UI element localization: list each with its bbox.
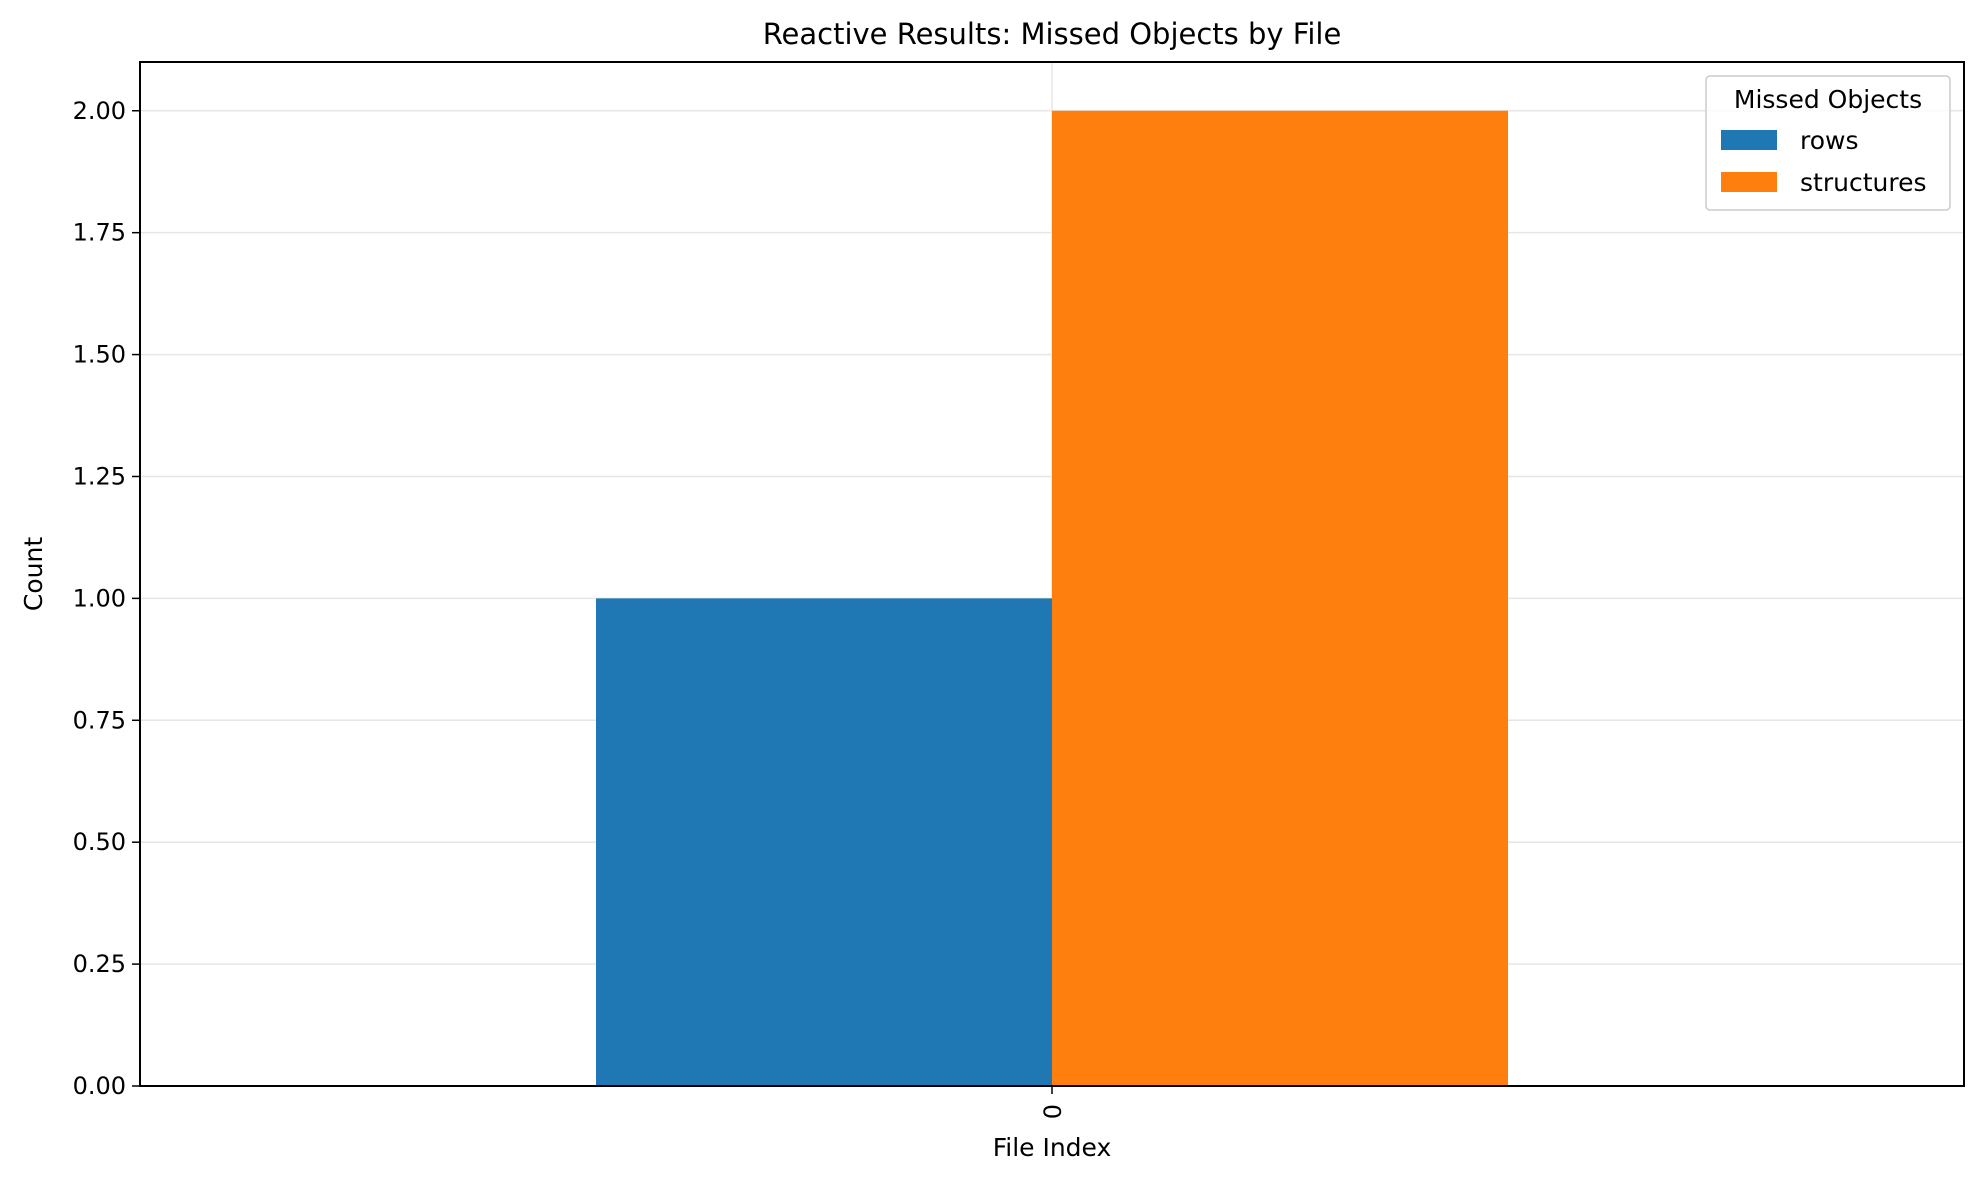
legend-title: Missed Objects [1734, 85, 1922, 114]
y-tick-label: 0.50 [73, 828, 126, 856]
bar-structures [1052, 110, 1508, 1086]
x-axis-label: File Index [993, 1133, 1112, 1162]
y-tick-label: 1.00 [73, 584, 126, 612]
legend-swatch-rows [1721, 130, 1777, 150]
chart-title: Reactive Results: Missed Objects by File [763, 17, 1342, 51]
y-tick-label: 1.75 [73, 219, 126, 247]
y-axis-ticks: 0.00 0.25 0.50 0.75 1.00 1.25 1.50 1.75 2.00 [73, 97, 140, 1100]
bar-rows [596, 598, 1052, 1086]
y-tick-label: 0.75 [73, 706, 126, 734]
y-axis-label: Count [19, 537, 48, 611]
legend-label-structures: structures [1800, 168, 1926, 197]
y-tick-label: 0.25 [73, 950, 126, 978]
y-tick-label: 0.00 [73, 1072, 126, 1100]
x-axis-ticks: 0 [1039, 1086, 1067, 1119]
legend-label-rows: rows [1800, 126, 1859, 155]
y-tick-label: 1.50 [73, 341, 126, 369]
x-tick-label: 0 [1039, 1104, 1067, 1119]
legend: Missed Objects rows structures [1705, 75, 1951, 211]
y-tick-label: 1.25 [73, 462, 126, 490]
bars [596, 110, 1508, 1086]
y-tick-label: 2.00 [73, 97, 126, 125]
legend-swatch-structures [1721, 172, 1777, 192]
